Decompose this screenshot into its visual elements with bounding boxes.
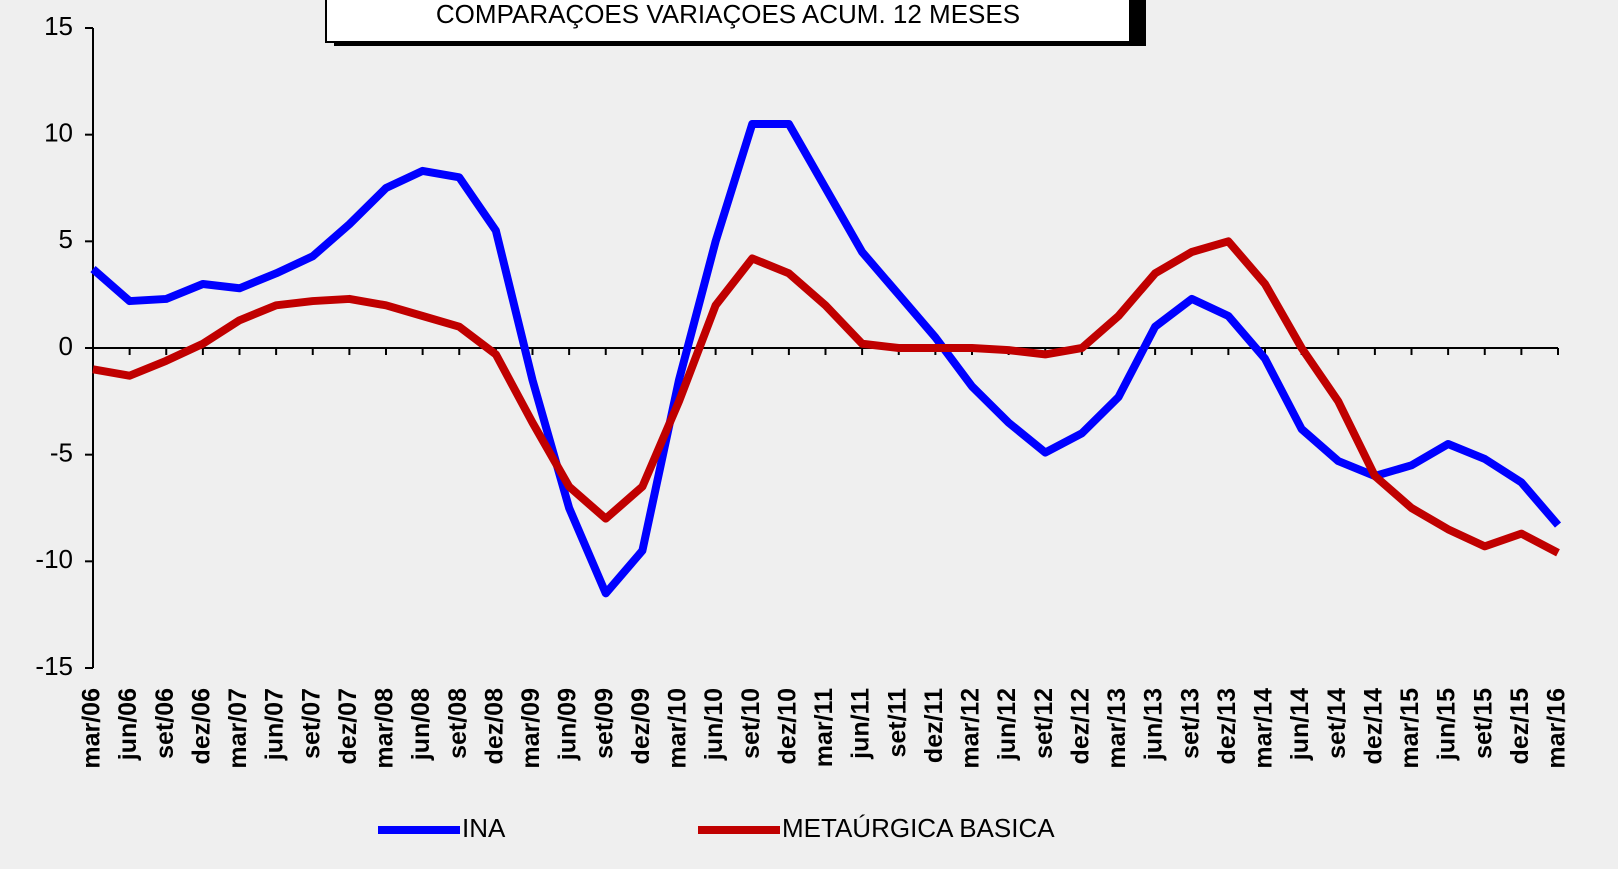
x-tick-label: mar/10 (664, 688, 692, 769)
legend-label: INA (462, 813, 506, 843)
x-tick-label: mar/08 (371, 688, 399, 769)
x-tick-label: jun/12 (993, 688, 1021, 761)
x-tick-label: set/09 (590, 688, 618, 759)
x-tick-label: jun/06 (114, 688, 142, 761)
x-tick-label: mar/11 (810, 688, 838, 767)
y-tick-label: 5 (59, 224, 73, 254)
line-series (90, 120, 1562, 598)
y-tick-label: 0 (59, 331, 73, 361)
x-tick-label: jun/11 (847, 688, 875, 760)
x-tick-label: set/06 (151, 688, 179, 759)
x-tick-label: mar/12 (957, 688, 985, 769)
x-tick-label: set/08 (444, 688, 472, 759)
x-tick-label: set/14 (1323, 688, 1351, 759)
x-tick-label: mar/14 (1250, 688, 1278, 769)
x-tick-label: jun/08 (407, 688, 435, 761)
x-tick-label: dez/11 (920, 688, 948, 763)
x-tick-label: set/12 (1030, 688, 1058, 759)
y-tick-label: -15 (35, 651, 73, 681)
x-tick-label: set/15 (1469, 688, 1497, 759)
x-tick-label: dez/12 (1066, 688, 1094, 764)
y-tick-label: 15 (44, 11, 73, 41)
x-tick-label: jun/14 (1286, 688, 1314, 761)
x-tick-label: dez/08 (480, 688, 508, 765)
x-tick-label: mar/06 (78, 688, 106, 769)
x-tick-label: mar/09 (517, 688, 545, 769)
legend-label: METAÚRGICA BASICA (782, 813, 1055, 843)
x-tick-label: jun/15 (1433, 688, 1461, 761)
x-tick-label: dez/13 (1213, 688, 1241, 764)
x-tick-label: mar/16 (1543, 688, 1571, 769)
x-tick-label: dez/09 (627, 688, 655, 764)
x-tick-label: dez/07 (334, 688, 362, 764)
y-tick-label: -5 (50, 438, 73, 468)
x-tick-label: mar/07 (224, 688, 252, 769)
x-tick-label: jun/09 (554, 688, 582, 761)
x-tick-label: set/11 (883, 688, 911, 758)
x-tick-label: set/10 (737, 688, 765, 759)
x-tick-label: mar/13 (1103, 688, 1131, 769)
x-tick-label: set/13 (1176, 688, 1204, 759)
x-tick-label: jun/07 (261, 688, 289, 761)
x-tick-label: dez/14 (1359, 688, 1387, 765)
x-tick-label: mar/15 (1396, 688, 1424, 769)
x-tick-label: set/07 (297, 688, 325, 759)
y-tick-label: -10 (35, 544, 73, 574)
x-tick-label: jun/13 (1140, 688, 1168, 761)
x-tick-label: dez/06 (187, 688, 215, 764)
title-box (325, 0, 1131, 43)
x-tick-label: jun/10 (700, 688, 728, 761)
line-series (92, 237, 1560, 557)
y-tick-label: 10 (44, 118, 73, 148)
chart-title: COMPARAÇOES VARIAÇOES ACUM. 12 MESES (436, 0, 1020, 29)
x-tick-label: dez/10 (773, 688, 801, 764)
x-tick-label: dez/15 (1506, 688, 1534, 765)
